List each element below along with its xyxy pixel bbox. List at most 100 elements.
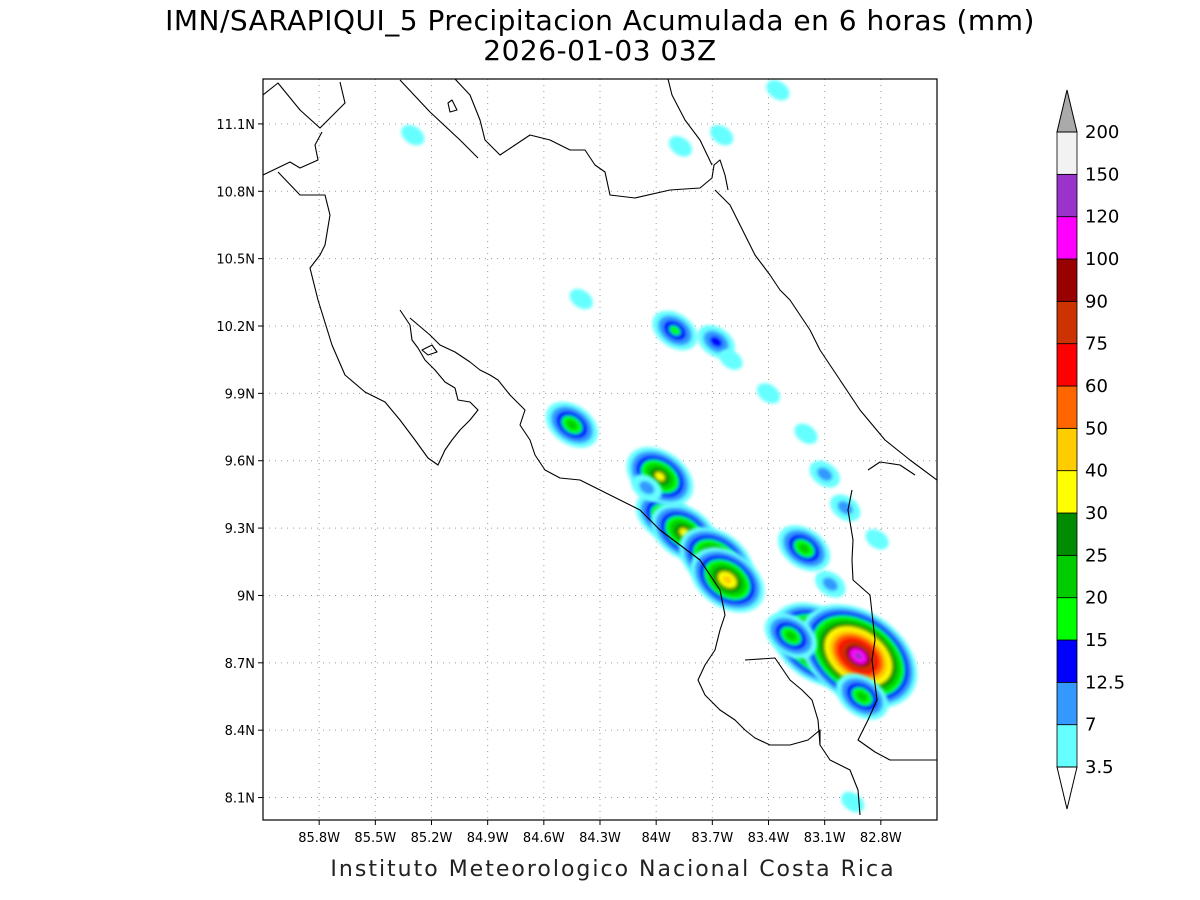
precip-band [668,136,693,157]
colorbar-level-label: 120 [1085,207,1119,228]
island-small [421,344,438,356]
precip-cell [652,310,698,351]
precip-cell [777,525,831,572]
precip-band [756,383,781,404]
map-panel: 85.8W 85.5W 85.2W 84.9W 84.6W 84.3W 84W 83.7W 83… [216,78,938,846]
precip-band [865,529,889,550]
longitude-tick-labels: 85.8W 85.5W 85.2W 84.9W 84.6W 84.3W 84W 83.7W 83… [298,820,902,846]
colorbar-swatch [1056,343,1078,387]
nicoya-peninsula [277,171,861,816]
lon-tick-label: 83.4W [748,831,790,846]
precip-band [822,577,838,591]
precip-cell [631,474,663,502]
precip-cell [766,80,790,101]
colorbar-swatch [1056,131,1078,175]
precip-cell [690,547,765,613]
colorbar-legend: 3.5 7 12.5 15 20 25 30 40 50 60 75 90 100 120 150 200 [1056,89,1125,810]
colorbar-level-label: 15 [1085,630,1108,651]
lon-tick-label: 84.9W [467,831,509,846]
colorbar-level-label: 50 [1085,418,1108,439]
colorbar-level-label: 200 [1085,122,1119,143]
precip-cell [668,136,693,157]
lat-tick-label: 8.4N [225,724,255,739]
precip-cell [764,612,818,659]
coastline-and-borders [263,79,937,816]
precip-band [655,472,665,481]
lat-tick-label: 9.3N [225,522,255,537]
graticule [263,79,937,820]
precip-band [669,325,681,336]
colorbar-swatch [1056,681,1078,726]
colorbar-level-label: 12.5 [1085,672,1125,693]
colorbar-top-arrow [1056,89,1078,133]
colorbar-swatch [1056,300,1078,345]
latitude-tick-labels: 11.1N 10.8N 10.5N 10.2N 9.9N 9.6N 9.3N 9N 8.7N 8.… [216,118,263,807]
nicaragua-border [263,79,729,199]
lat-tick-label: 9.6N [225,455,255,470]
precip-band [856,691,868,702]
precip-cell [794,423,818,444]
colorbar-swatch [1056,512,1078,556]
precip-band [798,543,810,553]
lon-tick-label: 85.5W [354,831,396,846]
lat-tick-label: 11.1N [216,118,255,133]
pacific-coastline-north [263,81,346,129]
precip-band [794,423,818,444]
colorbar-swatch [1056,173,1078,218]
colorbar-level-label: 30 [1085,503,1108,524]
panama-border [847,489,937,761]
colorbar-level-label: 3.5 [1085,757,1114,778]
precip-cell [710,124,734,146]
colorbar-swatch [1056,427,1078,472]
precip-band [710,124,734,146]
lon-tick-label: 84.6W [523,831,565,846]
osa-peninsula [744,657,821,746]
colorbar-level-label: 40 [1085,461,1108,482]
caribbean-coastline [667,79,937,481]
lon-tick-label: 84W [641,831,671,846]
lon-tick-label: 83.7W [691,831,733,846]
colorbar-level-label: 100 [1085,249,1119,270]
colorbar-level-label: 90 [1085,291,1108,312]
colorbar-level-label: 150 [1085,164,1119,185]
lon-tick-label: 84.3W [579,831,621,846]
lon-tick-label: 85.8W [298,831,340,846]
precip-cell [815,570,846,598]
lon-tick-label: 85.2W [411,831,453,846]
precip-cell [799,604,918,708]
colorbar-bottom-arrow [1056,766,1078,810]
lat-tick-label: 9.9N [225,387,255,402]
colorbar-level-label: 7 [1085,715,1096,736]
precip-band [401,124,425,146]
precip-band [569,288,593,310]
map-subtitle-datetime: 2026-01-03 03Z [483,34,716,67]
lon-tick-label: 83.1W [804,831,846,846]
precip-cell [719,349,743,370]
map-title: IMN/SARAPIQUI_5 Precipitacion Acumulada … [165,4,1035,37]
colorbar-swatch [1056,724,1078,768]
precip-band [854,652,863,660]
colorbar-level-label: 60 [1085,376,1108,397]
lat-tick-label: 8.1N [225,792,255,807]
lake-shore [399,79,479,159]
colorbar-level-label: 25 [1085,545,1108,566]
precip-cell [809,460,840,488]
precip-cell [401,124,425,146]
colorbar-swatch [1056,216,1078,260]
precip-band [766,80,790,101]
island-lake [447,99,458,113]
precip-band [639,480,655,495]
precip-cell [865,529,889,550]
lat-tick-label: 10.5N [216,253,255,268]
precip-band [817,467,833,481]
lat-tick-label: 8.7N [225,657,255,672]
precip-cell [569,288,593,310]
lat-tick-label: 10.2N [216,320,255,335]
precip-band [566,420,578,430]
lon-tick-label: 82.8W [860,831,902,846]
colorbar-swatch [1056,554,1078,599]
panama-coast-east [867,461,916,476]
colorbar-swatch [1056,597,1078,641]
precip-band [785,631,797,641]
map-frame-background [263,79,937,820]
